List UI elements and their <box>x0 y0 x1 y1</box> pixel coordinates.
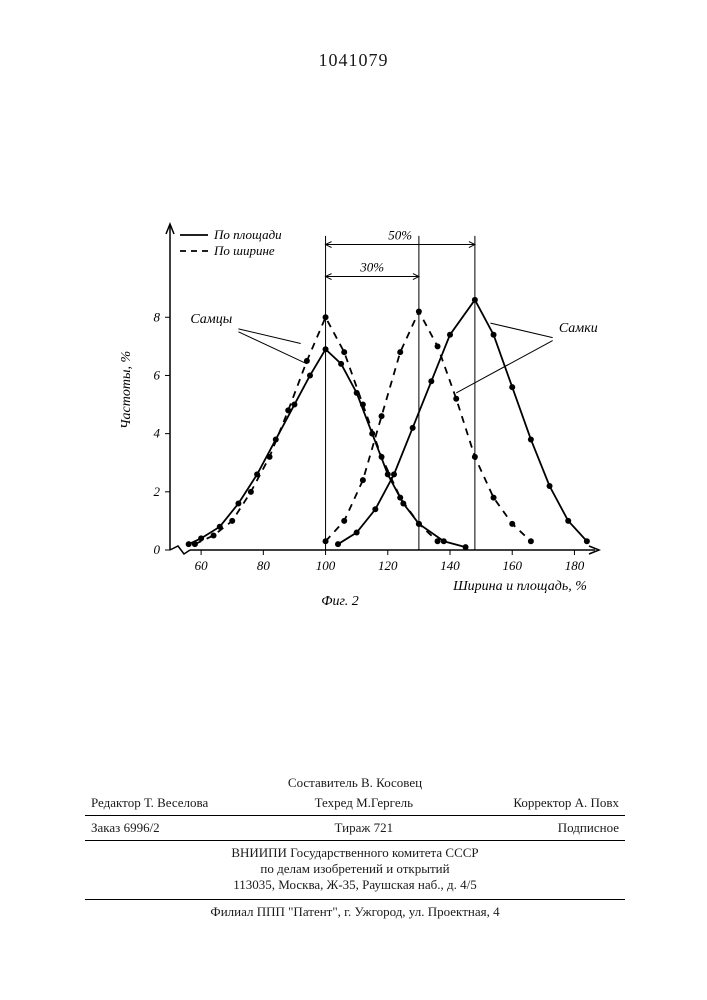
document-number: 1041079 <box>319 50 389 71</box>
order-cell: Заказ 6996/2 <box>85 816 280 841</box>
org-cell: ВНИИПИ Государственного комитета СССР по… <box>85 841 625 898</box>
svg-text:Фиг. 2: Фиг. 2 <box>321 594 359 609</box>
chart: 0 2 4 6 8 60 80 100 120 140 160 180 Частоты, % Ширина… <box>100 200 610 620</box>
svg-text:120: 120 <box>378 558 398 573</box>
svg-text:Ширина и площадь, %: Ширина и площадь, % <box>452 579 587 594</box>
credits-row-3: ВНИИПИ Государственного комитета СССР по… <box>85 841 625 898</box>
corrector-cell: Корректор А. Повх <box>447 791 625 816</box>
svg-text:По площади: По площади <box>213 227 282 242</box>
svg-text:100: 100 <box>316 558 336 573</box>
svg-text:Самцы: Самцы <box>190 312 232 327</box>
credits-row-1: Редактор Т. Веселова Техред М.Гергель Ко… <box>85 791 625 816</box>
svg-text:6: 6 <box>154 367 161 382</box>
svg-text:50%: 50% <box>388 228 412 243</box>
svg-text:Самки: Самки <box>559 321 598 336</box>
credits-block: Составитель В. Косовец Редактор Т. Весел… <box>85 775 625 920</box>
svg-text:180: 180 <box>565 558 585 573</box>
svg-text:160: 160 <box>502 558 522 573</box>
svg-text:Частоты, %: Частоты, % <box>119 351 134 429</box>
svg-text:80: 80 <box>257 558 271 573</box>
techred-cell: Техред М.Гергель <box>280 791 447 816</box>
compiler-line: Составитель В. Косовец <box>85 775 625 791</box>
svg-text:140: 140 <box>440 558 460 573</box>
compiler-name: В. Косовец <box>361 775 422 790</box>
svg-text:30%: 30% <box>359 260 384 275</box>
svg-text:60: 60 <box>195 558 209 573</box>
footer-line: Филиал ППП "Патент", г. Ужгород, ул. Про… <box>85 899 625 920</box>
svg-text:2: 2 <box>154 484 161 499</box>
svg-text:0: 0 <box>154 542 161 557</box>
svg-text:8: 8 <box>154 309 161 324</box>
credits-row-2: Заказ 6996/2 Тираж 721 Подписное <box>85 816 625 841</box>
svg-text:По ширине: По ширине <box>213 243 275 258</box>
chart-svg: 0 2 4 6 8 60 80 100 120 140 160 180 Частоты, % Ширина… <box>100 200 610 620</box>
credits-table: Редактор Т. Веселова Техред М.Гергель Ко… <box>85 791 625 897</box>
print-cell: Тираж 721 <box>280 816 447 841</box>
svg-text:4: 4 <box>154 426 161 441</box>
compiler-label: Составитель <box>288 775 358 790</box>
subscription-cell: Подписное <box>447 816 625 841</box>
editor-cell: Редактор Т. Веселова <box>85 791 280 816</box>
